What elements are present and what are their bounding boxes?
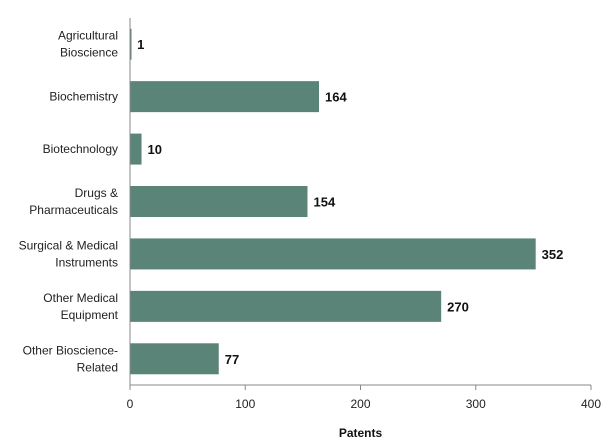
category-label: Biotechnology xyxy=(43,142,118,156)
bar xyxy=(130,343,219,375)
data-label: 10 xyxy=(148,142,162,157)
category-labels-group: Agricultural Bioscience Biochemistry Biotec… xyxy=(19,29,119,375)
bar xyxy=(130,133,142,165)
x-tick-label: 0 xyxy=(127,397,134,411)
x-tick-label: 200 xyxy=(350,397,370,411)
data-labels-group: 1 164 10 154 352 270 77 xyxy=(137,37,563,367)
data-label: 270 xyxy=(447,299,469,314)
data-label: 1 xyxy=(137,37,144,52)
bars-group xyxy=(130,28,536,375)
category-label: Agricultural Bioscience xyxy=(58,29,118,60)
x-ticks-group: 0 100 200 300 400 xyxy=(127,385,601,411)
category-label: Other Medical Equipment xyxy=(43,291,118,322)
x-tick-label: 400 xyxy=(581,397,601,411)
x-tick-label: 300 xyxy=(466,397,486,411)
data-label: 164 xyxy=(325,90,347,105)
category-label: Drugs & Pharmaceuticals xyxy=(29,186,118,217)
data-label: 154 xyxy=(313,195,335,210)
bar xyxy=(130,186,308,217)
bar xyxy=(130,28,132,60)
category-label: Surgical & Medical Instruments xyxy=(19,238,118,269)
data-label: 77 xyxy=(225,352,239,367)
category-label: Biochemistry xyxy=(49,90,118,104)
x-axis-title: Patents xyxy=(339,426,383,440)
bar xyxy=(130,238,536,270)
category-label: Other Bioscience-Related xyxy=(23,343,118,374)
bar xyxy=(130,81,320,113)
data-label: 352 xyxy=(542,247,564,262)
bar xyxy=(130,290,442,322)
x-tick-label: 100 xyxy=(235,397,255,411)
